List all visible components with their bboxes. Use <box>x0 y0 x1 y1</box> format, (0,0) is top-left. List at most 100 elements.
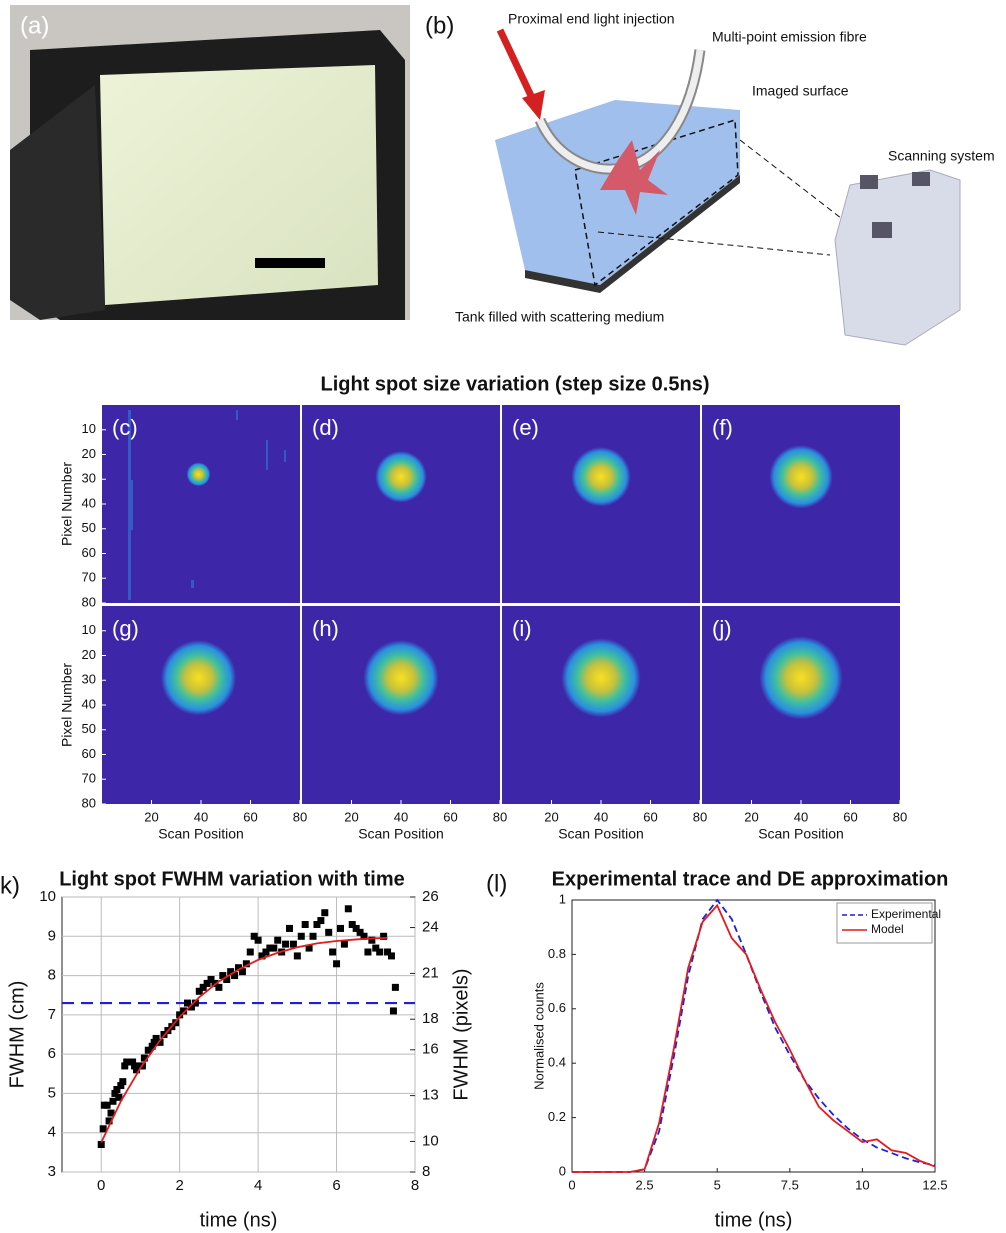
point <box>117 1082 125 1090</box>
point <box>97 1141 105 1148</box>
point <box>211 979 219 987</box>
y-tick-label: 80 <box>82 594 96 609</box>
panel-label: (a) <box>20 12 49 39</box>
point <box>152 1034 160 1042</box>
y-tick-label: 0.4 <box>548 1055 566 1070</box>
point <box>333 960 341 968</box>
light-spot <box>769 445 833 509</box>
point <box>313 921 321 928</box>
y2-tick-label: 26 <box>422 888 439 905</box>
point <box>191 999 199 1007</box>
x-axis-label: Scan Position <box>758 826 844 842</box>
point <box>254 936 262 944</box>
point <box>111 1089 119 1097</box>
y-tick-label: 10 <box>82 421 96 436</box>
y-tick-label: 5 <box>48 1084 56 1101</box>
point <box>107 1109 115 1117</box>
heatmap <box>302 405 500 603</box>
point <box>156 1038 164 1046</box>
point <box>246 948 254 956</box>
light-spot <box>375 451 427 503</box>
x-tick-label: 4 <box>254 1177 262 1194</box>
x-tick-label: 2.5 <box>636 1177 654 1192</box>
x-tick-label: 80 <box>893 809 907 824</box>
photo <box>10 5 410 320</box>
x-axis-label: time (ns) <box>200 1209 278 1231</box>
heatmap-title: Light spot size variation (step size 0.5… <box>321 373 710 395</box>
x-tick-label: 40 <box>794 809 808 824</box>
point <box>309 932 317 940</box>
y-tick-label: 50 <box>82 721 96 736</box>
x-tick-label: 10 <box>855 1177 869 1192</box>
y2-tick-label: 21 <box>422 964 439 981</box>
point <box>384 948 392 956</box>
x-tick-label: 6 <box>332 1177 340 1194</box>
x-tick-label: 12.5 <box>922 1177 947 1192</box>
x-tick-label: 40 <box>394 809 408 824</box>
point <box>376 948 384 956</box>
point <box>109 1097 117 1105</box>
light-spot <box>759 636 843 720</box>
arrow <box>496 28 537 102</box>
y-tick-label: 70 <box>82 570 96 585</box>
scanner <box>834 169 961 346</box>
y-tick-label: 60 <box>82 746 96 761</box>
point <box>131 1062 139 1070</box>
x-axis-label: Scan Position <box>158 826 244 842</box>
point <box>227 968 235 976</box>
lid <box>10 85 105 320</box>
point <box>266 944 274 952</box>
point <box>352 924 360 932</box>
point <box>203 979 211 987</box>
point <box>119 1078 127 1086</box>
light-spot <box>571 447 631 507</box>
y-tick-label: 10 <box>82 622 96 637</box>
screen <box>100 65 378 305</box>
x-tick-label: 8 <box>411 1177 419 1194</box>
x-tick-label: 20 <box>744 809 758 824</box>
point <box>387 952 395 960</box>
x-tick-label: 20 <box>344 809 358 824</box>
y-tick-label: 40 <box>82 696 96 711</box>
noise <box>236 410 238 420</box>
point <box>121 1062 129 1070</box>
point <box>242 960 250 968</box>
annotation: Scanning system <box>888 148 995 164</box>
y-tick-label: 7 <box>48 1006 56 1023</box>
legend-label: Experimental <box>871 907 941 921</box>
y-axis-label: Normalised counts <box>531 982 546 1090</box>
y-tick-label: 0.2 <box>548 1109 566 1124</box>
point <box>215 983 223 991</box>
y2-axis-label: FWHM (pixels) <box>450 968 472 1100</box>
y-tick-label: 30 <box>82 672 96 687</box>
x-axis-label: Scan Position <box>558 826 644 842</box>
point <box>99 1125 107 1133</box>
y-tick-label: 10 <box>39 888 56 905</box>
y2-tick-label: 10 <box>422 1132 439 1149</box>
point <box>270 944 278 952</box>
scanner-port <box>860 175 878 189</box>
noise <box>191 580 194 588</box>
point <box>364 948 372 956</box>
panel-label: (i) <box>512 616 532 641</box>
x-tick-label: 2 <box>175 1177 183 1194</box>
y-axis-label: Pixel Number <box>59 663 75 747</box>
y-tick-label: 80 <box>82 795 96 810</box>
point <box>235 964 242 972</box>
y2-tick-label: 18 <box>422 1010 439 1027</box>
point <box>274 936 282 944</box>
point <box>195 987 203 995</box>
y-tick-label: 0.6 <box>548 1000 566 1015</box>
legend-label: Model <box>871 922 904 936</box>
chart-title: Light spot FWHM variation with time <box>59 868 405 890</box>
x-tick-label: 20 <box>544 809 558 824</box>
tank-base <box>525 175 740 293</box>
scanner-port <box>872 222 892 238</box>
x-tick-label: 20 <box>144 809 158 824</box>
y-axis-label: FWHM (cm) <box>6 981 28 1089</box>
point <box>144 1046 152 1054</box>
point <box>293 952 301 960</box>
light-spot <box>363 640 439 716</box>
point <box>336 924 344 932</box>
